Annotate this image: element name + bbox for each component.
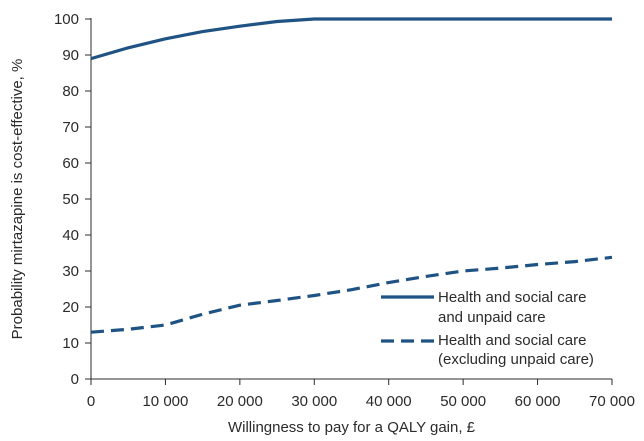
y-tick-label: 0	[71, 371, 79, 388]
y-tick-label: 10	[62, 335, 79, 352]
x-tick-label: 20 000	[217, 393, 263, 410]
axes: 0 10 20 30 40 50 60 70 80 90 100 0 10 000 20 000 30 00…	[54, 11, 635, 410]
y-axis-title: Probability mirtazapine is cost-effectiv…	[9, 59, 26, 340]
x-tick-label: 10 000	[142, 393, 188, 410]
y-tick-label: 80	[62, 83, 79, 100]
x-tick-label: 30 000	[291, 393, 337, 410]
series-line-including-unpaid-care	[90, 17, 612, 61]
y-tick-label: 20	[62, 299, 79, 316]
series-layer	[90, 17, 613, 334]
y-tick-label: 60	[62, 155, 79, 172]
x-tick-label: 40 000	[366, 393, 412, 410]
legend-label: and unpaid care	[438, 309, 546, 326]
x-axis-title: Willingness to pay for a QALY gain, £	[228, 419, 476, 436]
y-tick-label: 30	[62, 263, 79, 280]
series-line-excluding-unpaid-care	[90, 255, 613, 334]
y-tick-label: 50	[62, 191, 79, 208]
x-tick-label: 70 000	[589, 393, 635, 410]
x-tick-label: 0	[87, 393, 95, 410]
x-tick-label: 50 000	[440, 393, 486, 410]
legend-label: Health and social care	[438, 289, 586, 306]
legend-label: Health and social care	[438, 332, 586, 349]
legend-label: (excluding unpaid care)	[438, 351, 594, 368]
legend: Health and social care and unpaid care Hea…	[381, 289, 594, 368]
y-tick-label: 90	[62, 47, 79, 64]
y-tick-label: 70	[62, 119, 79, 136]
y-tick-label: 100	[54, 11, 79, 28]
y-tick-label: 40	[62, 227, 79, 244]
x-tick-label: 60 000	[515, 393, 561, 410]
